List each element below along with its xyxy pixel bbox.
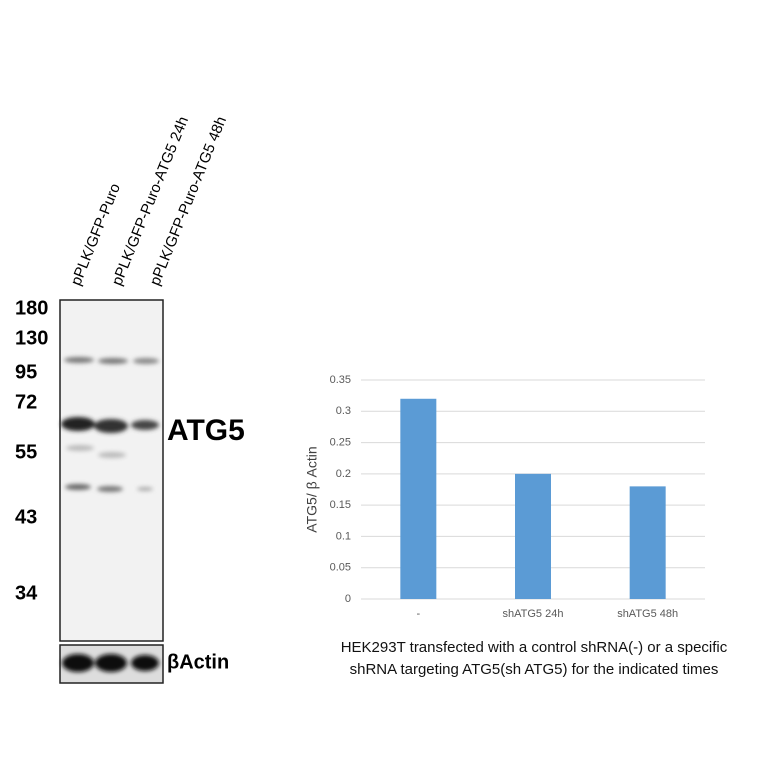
x-tick-label: shATG5 48h xyxy=(617,608,678,620)
blot-frame xyxy=(59,299,164,642)
y-tick-label: 0.1 xyxy=(336,530,351,542)
marker-label: 95 xyxy=(15,361,37,383)
bar xyxy=(629,486,666,599)
target-label: ATG5 xyxy=(167,414,245,447)
loading-label: βActin xyxy=(167,651,229,673)
bar xyxy=(400,398,437,599)
chart: 0 0.05 0.1 0.15 0.2 0.25 0.3 0.35 ATG5/ β Actin -… xyxy=(304,374,728,678)
caption: HEK293T transfected with a control shRNA… xyxy=(341,639,728,656)
caption: shRNA targeting ATG5(sh ATG5) for the in… xyxy=(350,661,719,678)
y-tick-label: 0.2 xyxy=(336,468,351,480)
marker-label: 34 xyxy=(15,582,38,604)
x-tick-label: shATG5 24h xyxy=(503,608,564,620)
y-tick-label: 0 xyxy=(345,593,351,605)
blot: ATG5 βActin xyxy=(59,299,245,684)
y-tick-label: 0.35 xyxy=(330,374,351,386)
marker-label: 72 xyxy=(15,391,37,413)
marker-label: 130 xyxy=(15,327,48,349)
marker-label: 180 xyxy=(15,297,48,319)
bands xyxy=(61,357,159,492)
marker-label: 55 xyxy=(15,441,37,463)
x-tick-label: - xyxy=(416,608,420,620)
y-tick-label: 0.25 xyxy=(330,436,351,448)
y-tick-label: 0.05 xyxy=(330,562,351,574)
y-tick-label: 0.15 xyxy=(330,499,351,511)
marker-label: 43 xyxy=(15,506,37,528)
bar xyxy=(515,473,551,599)
actin-bands xyxy=(62,654,159,672)
y-tick-label: 0.3 xyxy=(336,405,351,417)
y-axis-label: ATG5/ β Actin xyxy=(304,446,320,532)
